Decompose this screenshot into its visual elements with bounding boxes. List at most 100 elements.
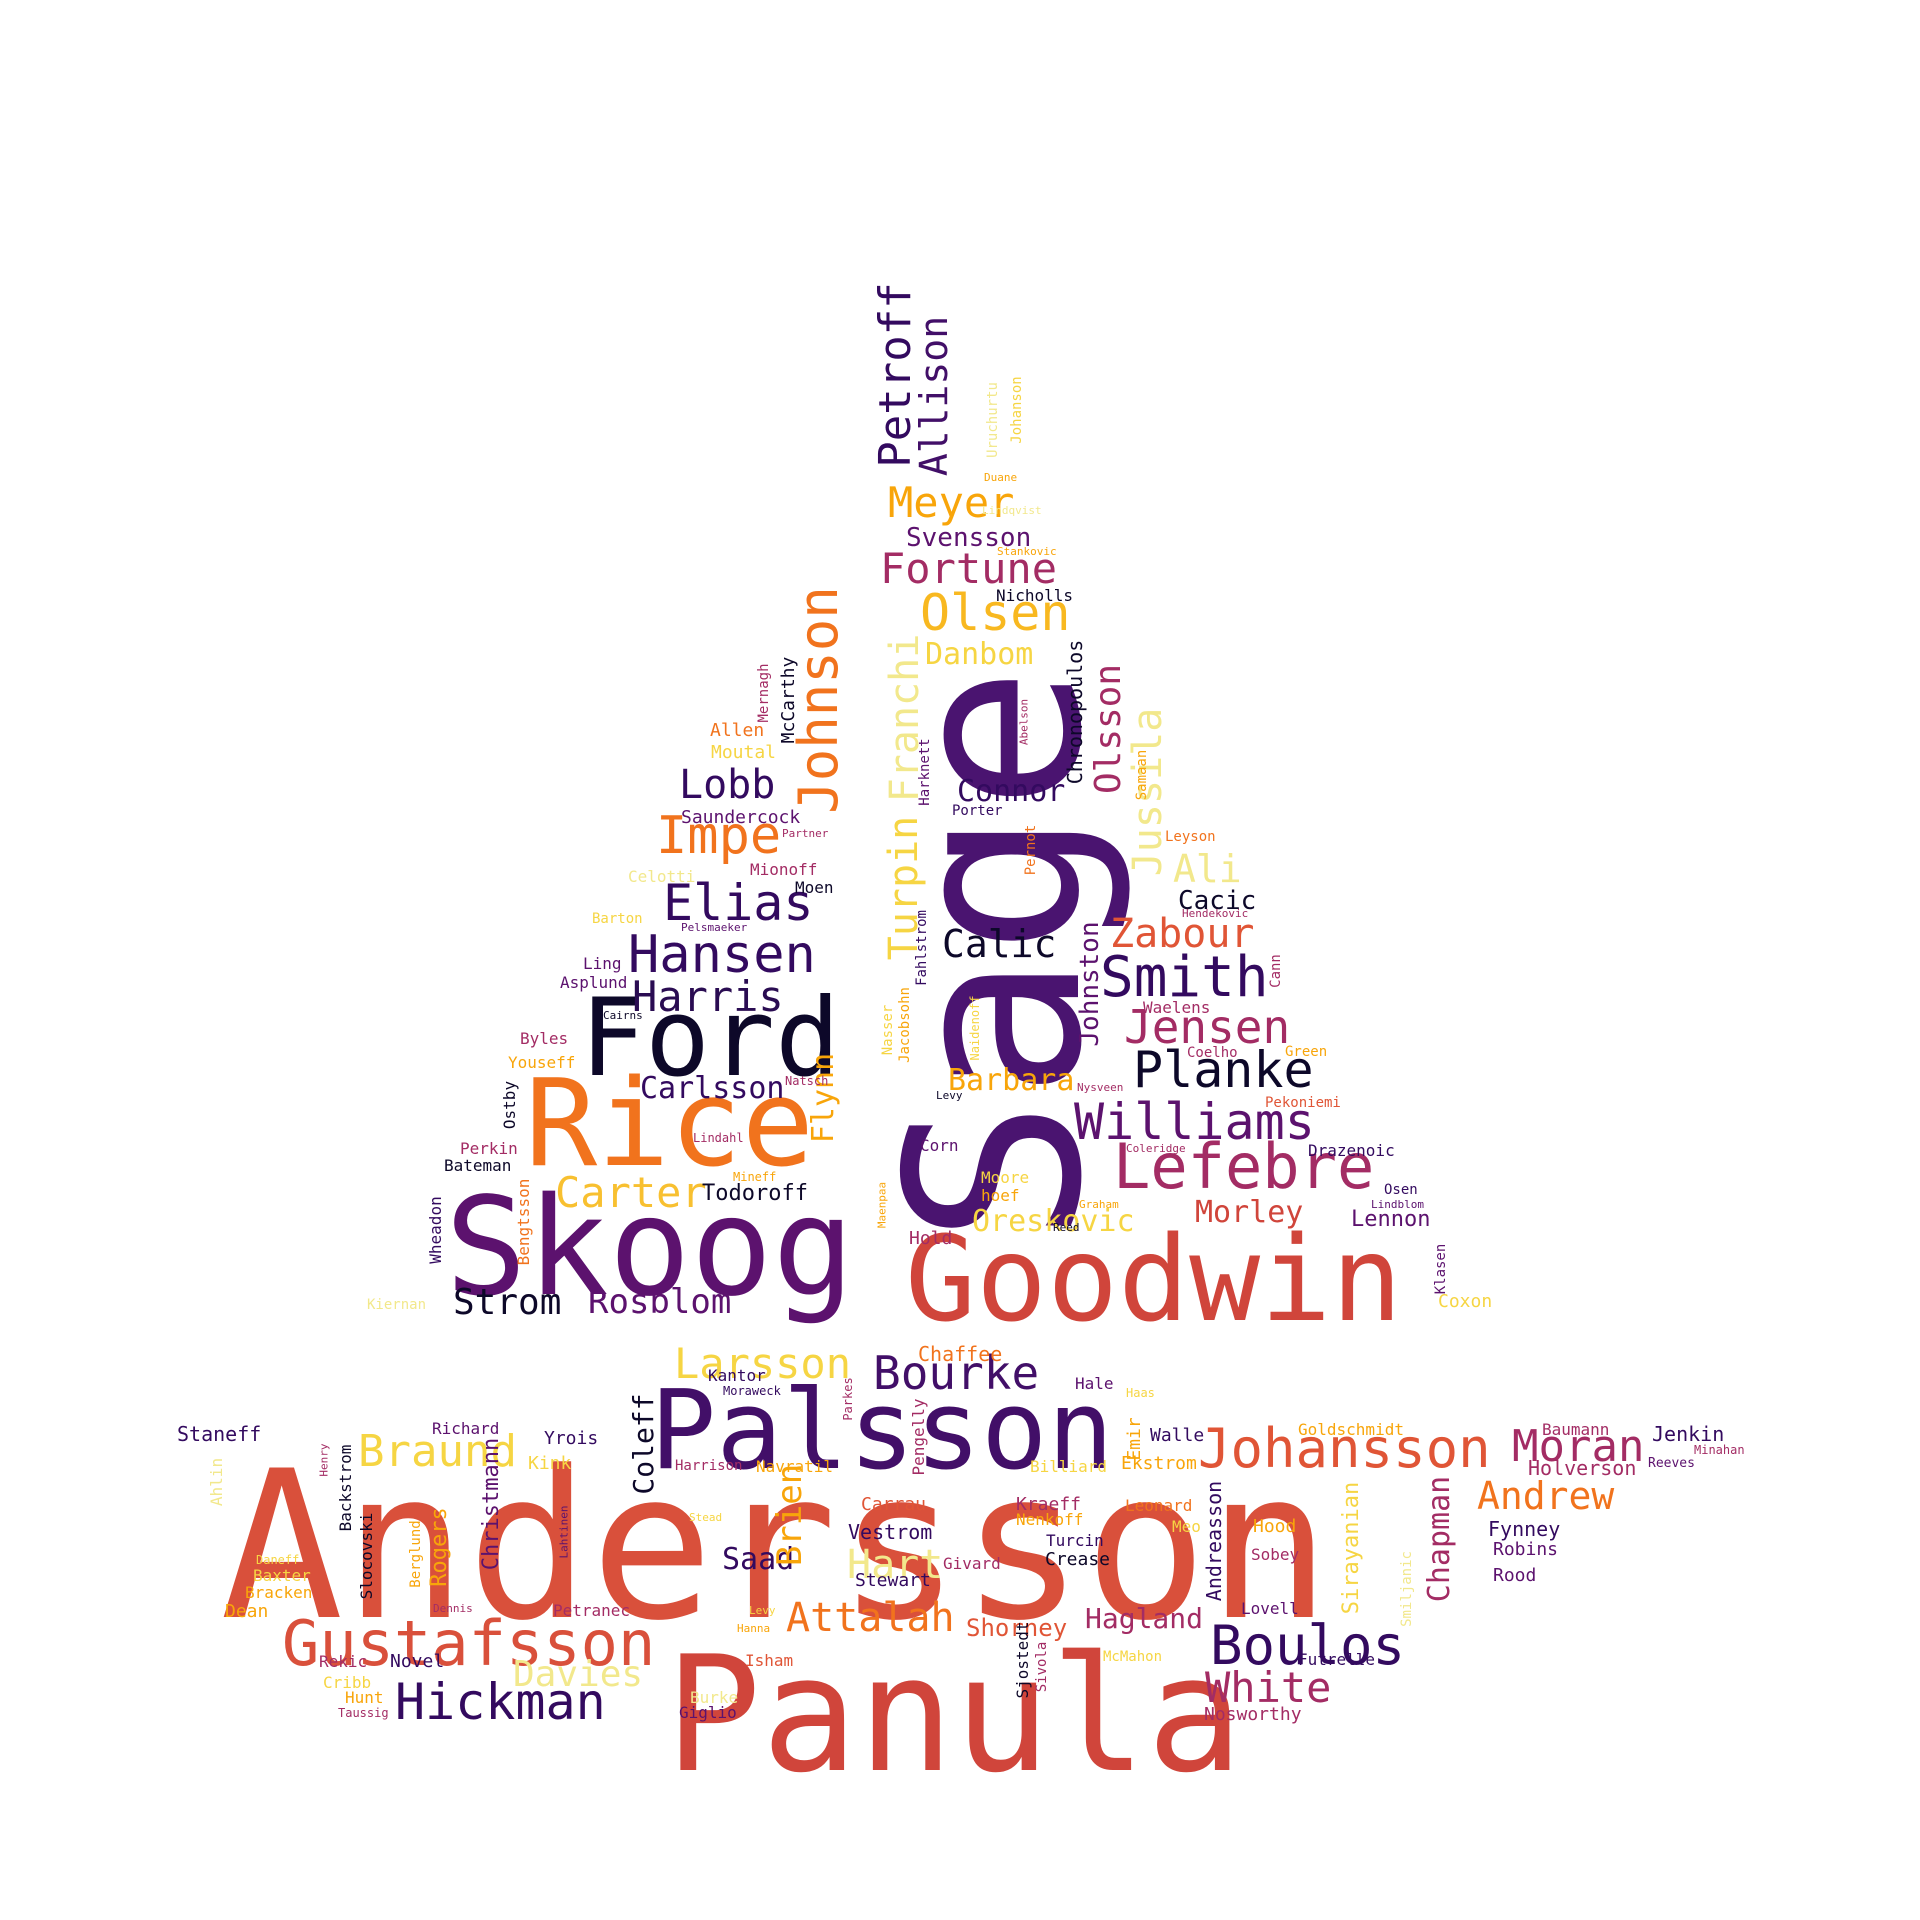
- word-mionoff: Mionoff: [750, 860, 818, 879]
- word-ali: Ali: [1173, 847, 1242, 891]
- word-cairns: Cairns: [603, 1009, 643, 1022]
- word-lindblom: Lindblom: [1371, 1198, 1424, 1211]
- word-saundercock: Saundercock: [681, 807, 801, 828]
- word-moen: Moen: [795, 878, 834, 897]
- word-fortune: Fortune: [880, 544, 1058, 593]
- word-kink: Kink: [528, 1453, 572, 1474]
- word-lahtinen: Lahtinen: [557, 1505, 571, 1559]
- word-johnston: Johnston: [1075, 921, 1105, 1047]
- word-davies: Davies: [513, 1654, 644, 1695]
- word-sobey: Sobey: [1251, 1545, 1300, 1564]
- word-youseff: Youseff: [508, 1053, 576, 1072]
- word-mccarthy: McCarthy: [778, 656, 799, 744]
- word-uruchurtu: Uruchurtu: [985, 382, 1001, 458]
- word-petranec: Petranec: [553, 1601, 631, 1620]
- word-smith: Smith: [1100, 945, 1269, 1010]
- word-drazenoic: Drazenoic: [1308, 1141, 1395, 1160]
- word-isham: Isham: [745, 1651, 794, 1670]
- word-hale: Hale: [1075, 1374, 1114, 1393]
- word-jacobsohn: Jacobsohn: [897, 987, 913, 1063]
- word-mineff: Mineff: [733, 1170, 777, 1184]
- word-ford: Ford: [580, 976, 841, 1101]
- word-andersson: Andersson: [220, 1428, 1331, 1666]
- word-andrew: Andrew: [1477, 1474, 1615, 1518]
- word-perkin: Perkin: [460, 1139, 518, 1158]
- word-richard: Richard: [432, 1419, 500, 1438]
- word-baumann: Baumann: [1542, 1420, 1610, 1439]
- word-todoroff: Todoroff: [702, 1181, 808, 1206]
- word-haas: Haas: [1126, 1386, 1155, 1400]
- word-green: Green: [1285, 1044, 1328, 1060]
- word-allen: Allen: [710, 720, 765, 741]
- word-daneff: Daneff: [256, 1553, 300, 1567]
- word-coxon: Coxon: [1438, 1291, 1493, 1312]
- word-braund: Braund: [358, 1426, 517, 1477]
- word-chaffee: Chaffee: [918, 1342, 1003, 1366]
- word-hart: Hart: [847, 1542, 944, 1588]
- word-lovell: Lovell: [1241, 1599, 1299, 1618]
- word-meyer: Meyer: [888, 478, 1015, 527]
- word-sivola: Sivola: [1034, 1641, 1050, 1693]
- word-hanna: Hanna: [737, 1622, 771, 1635]
- word-pekoniemi: Pekoniemi: [1265, 1095, 1341, 1111]
- word-fynney: Fynney: [1488, 1517, 1561, 1541]
- word-hoef: hoef: [981, 1186, 1020, 1205]
- word-hold: Hold: [909, 1228, 953, 1249]
- word-porter: Porter: [952, 803, 1003, 819]
- word-jenkin: Jenkin: [1652, 1422, 1725, 1446]
- word-levy: Levy: [749, 1604, 776, 1617]
- word-hendekovic: Hendekovic: [1182, 907, 1249, 920]
- word-fahlstrom: Fahlstrom: [914, 910, 930, 986]
- word-zabour: Zabour: [1110, 911, 1255, 957]
- word-kantor: Kantor: [708, 1366, 766, 1385]
- word-meo: Meo: [1172, 1517, 1201, 1536]
- word-bengtsson: Bengtsson: [514, 1178, 533, 1266]
- word-coleridge: Coleridge: [1126, 1142, 1186, 1155]
- word-larsson: Larsson: [674, 1339, 852, 1388]
- word-carrau: Carrau: [861, 1494, 927, 1515]
- word-moore: Moore: [981, 1168, 1030, 1187]
- word-rekic: Rekic: [319, 1652, 368, 1671]
- word-lindahl: Lindahl: [693, 1131, 744, 1145]
- word-ekstrom: Ekstrom: [1121, 1453, 1197, 1474]
- word-novel: Novel: [390, 1651, 445, 1672]
- word-rice: Rice: [525, 1055, 814, 1194]
- word-sjostedt: Sjostedt: [1013, 1621, 1032, 1699]
- word-maenpaa: Maenpaa: [875, 1181, 889, 1229]
- word-hood: Hood: [1253, 1516, 1297, 1537]
- word-henry: Henry: [317, 1443, 331, 1477]
- word-duane: Duane: [984, 471, 1018, 484]
- word-nicholls: Nicholls: [996, 586, 1074, 605]
- word-samaan: Samaan: [1134, 749, 1150, 801]
- word-flynn: Flynn: [806, 1052, 841, 1144]
- word-abelson: Abelson: [1017, 698, 1031, 746]
- word-bourke: Bourke: [873, 1346, 1040, 1400]
- word-pengelly: Pengelly: [909, 1398, 928, 1476]
- word-ahlin: Ahlin: [207, 1457, 226, 1507]
- word-oreskovic: Oreskovic: [972, 1204, 1135, 1239]
- word-harknett: Harknett: [917, 738, 933, 806]
- word-wheadon: Wheadon: [426, 1196, 445, 1264]
- word-taussig: Taussig: [338, 1706, 389, 1720]
- word-palsson: Palsson: [650, 1366, 1114, 1494]
- word-leyson: Leyson: [1165, 829, 1216, 845]
- word-givard: Givard: [943, 1554, 1001, 1573]
- word-kraeff: Kraeff: [1016, 1494, 1082, 1515]
- word-danbom: Danbom: [925, 637, 1034, 672]
- word-backstrom: Backstrom: [336, 1444, 355, 1532]
- word-calic: Calic: [942, 922, 1057, 966]
- word-cacic: Cacic: [1178, 886, 1257, 916]
- word-chronopoulos: Chronopoulos: [1063, 639, 1087, 785]
- word-kiernan: Kiernan: [367, 1297, 427, 1313]
- word-olsen: Olsen: [920, 584, 1071, 642]
- word-moraweck: Moraweck: [723, 1384, 781, 1398]
- word-jensen: Jensen: [1124, 1000, 1291, 1054]
- word-dean: Dean: [225, 1601, 269, 1622]
- word-slocovski: Slocovski: [357, 1512, 376, 1600]
- word-brien: Brien: [770, 1463, 810, 1567]
- word-rosblom: Rosblom: [588, 1282, 732, 1322]
- word-waelens: Waelens: [1143, 998, 1211, 1017]
- word-lefebre: Lefebre: [1113, 1130, 1375, 1203]
- word-pernot: Pernot: [1023, 824, 1039, 876]
